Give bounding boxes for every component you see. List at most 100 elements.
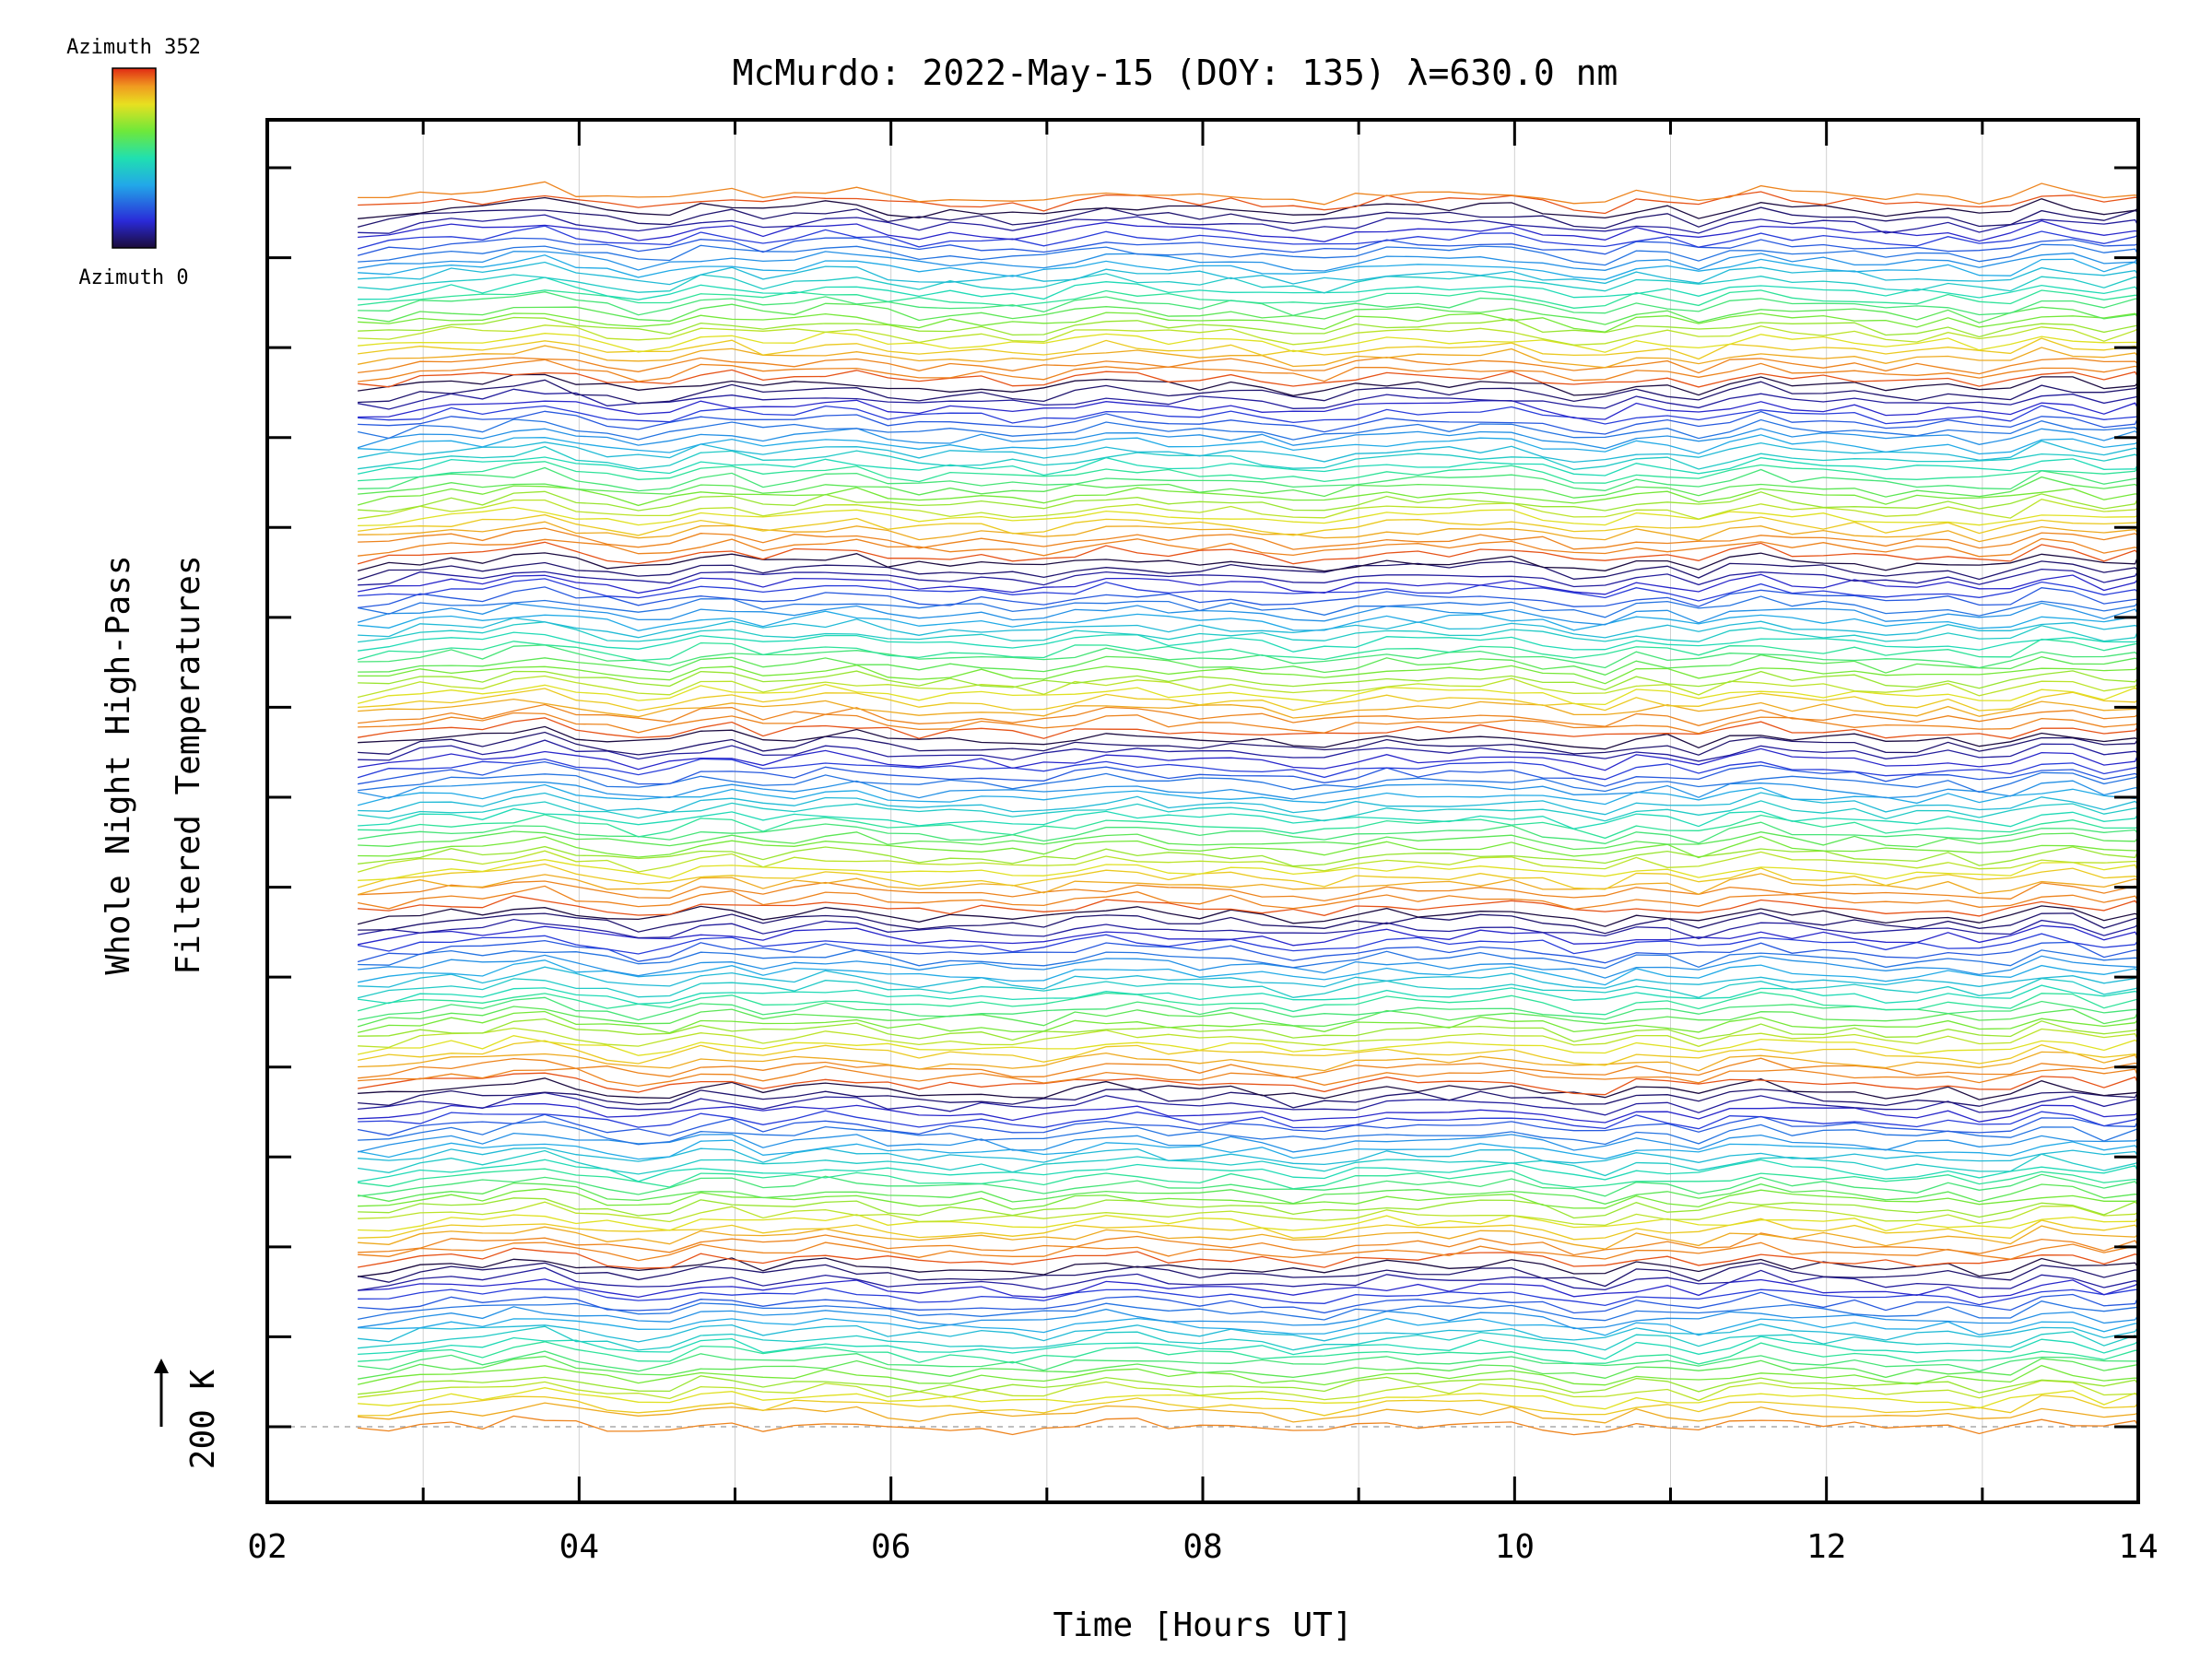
- series-line: [358, 665, 2139, 685]
- series-line: [358, 725, 2139, 750]
- scale-label: 200 K: [184, 1369, 222, 1469]
- x-tick-label: 02: [247, 1528, 287, 1566]
- series-line: [358, 1225, 2139, 1250]
- series-line: [357, 418, 2139, 441]
- series-line: [357, 758, 2139, 781]
- series-line: [358, 1088, 2139, 1109]
- series-line: [358, 1121, 2139, 1146]
- series-line: [358, 316, 2139, 338]
- series-line: [358, 513, 2139, 536]
- series-line: [358, 196, 2139, 219]
- series-line: [357, 905, 2139, 927]
- series-line: [357, 595, 2139, 618]
- series-line: [358, 521, 2139, 543]
- series-line: [358, 1051, 2139, 1072]
- series-line: [358, 1415, 2139, 1436]
- series-line: [357, 717, 2139, 739]
- series-line: [358, 1197, 2139, 1219]
- series-line: [358, 1291, 2139, 1314]
- series-line: [357, 1159, 2139, 1182]
- series-line: [358, 276, 2139, 300]
- series-line: [358, 1278, 2139, 1299]
- series-line: [358, 243, 2139, 266]
- series-line: [357, 1139, 2139, 1160]
- series-line: [357, 225, 2139, 250]
- series-line: [358, 214, 2139, 234]
- series-line: [358, 1257, 2139, 1277]
- series-line: [358, 490, 2139, 512]
- series-line: [358, 373, 2139, 396]
- series-line: [357, 959, 2139, 986]
- series-line: [358, 405, 2139, 425]
- series-line: [358, 410, 2139, 435]
- x-tick-label: 12: [1806, 1528, 1846, 1566]
- series-line: [358, 191, 2139, 215]
- series-line: [357, 924, 2139, 947]
- series-line: [357, 992, 2139, 1016]
- series-line: [358, 698, 2139, 719]
- series-line: [357, 1040, 2139, 1066]
- series-line: [358, 1065, 2139, 1088]
- series-line: [357, 485, 2139, 507]
- colorbar-top-label: Azimuth 352: [66, 36, 201, 59]
- series-line: [358, 814, 2139, 840]
- series-line: [358, 1387, 2139, 1410]
- series-line: [357, 918, 2139, 940]
- series-line: [358, 653, 2139, 676]
- series-line: [358, 1324, 2139, 1343]
- series-line: [358, 254, 2139, 280]
- series-line: [357, 873, 2139, 896]
- series-line: [357, 850, 2139, 873]
- series-line: [358, 1380, 2139, 1402]
- series-line: [358, 1317, 2138, 1336]
- series-line: [358, 461, 2139, 484]
- x-tick-label: 08: [1182, 1528, 1222, 1566]
- series-line: [357, 760, 2139, 787]
- series-line: [358, 578, 2139, 602]
- series-line: [357, 541, 2139, 565]
- series-line: [358, 621, 2139, 643]
- series-line: [357, 237, 2139, 256]
- series-line: [358, 369, 2139, 388]
- series-line: [358, 966, 2139, 990]
- series-line: [358, 1147, 2139, 1166]
- series-line: [357, 885, 2139, 911]
- x-tick-label: 14: [2118, 1528, 2158, 1566]
- series-line: [357, 573, 2139, 595]
- series-line: [358, 1214, 2139, 1232]
- x-tick-label: 04: [559, 1528, 599, 1566]
- series-line: [357, 456, 2139, 477]
- series-line: [358, 1241, 2139, 1262]
- series-line: [358, 568, 2139, 588]
- series-line: [358, 466, 2139, 492]
- series-line: [358, 219, 2139, 242]
- x-tick-label: 10: [1495, 1528, 1535, 1566]
- series-line: [358, 1287, 2139, 1307]
- x-tick-label: 06: [871, 1528, 911, 1566]
- series-line: [358, 836, 2139, 859]
- series-line: [358, 1102, 2139, 1124]
- series-line: [358, 895, 2139, 917]
- series-line: [357, 1364, 2139, 1386]
- series-line: [357, 1262, 2139, 1288]
- series-line: [357, 428, 2139, 450]
- series-line: [357, 440, 2139, 464]
- series-line: [358, 1335, 2139, 1360]
- series-line: [358, 331, 2139, 353]
- series-line: [358, 617, 2139, 639]
- series-line: [358, 181, 2139, 206]
- series-line: [358, 631, 2139, 653]
- series-line: [358, 324, 2139, 346]
- series-line: [358, 1201, 2139, 1227]
- series-line: [358, 731, 2139, 756]
- series-line: [358, 912, 2139, 935]
- series-line: [358, 688, 2139, 712]
- series-line: [358, 476, 2139, 499]
- series-line: [358, 880, 2139, 902]
- series-line: [358, 586, 2139, 609]
- series-line: [357, 1035, 2139, 1056]
- series-line: [358, 434, 2139, 455]
- series-line: [358, 506, 2139, 527]
- series-line: [358, 1350, 2139, 1372]
- series-line: [358, 1306, 2139, 1330]
